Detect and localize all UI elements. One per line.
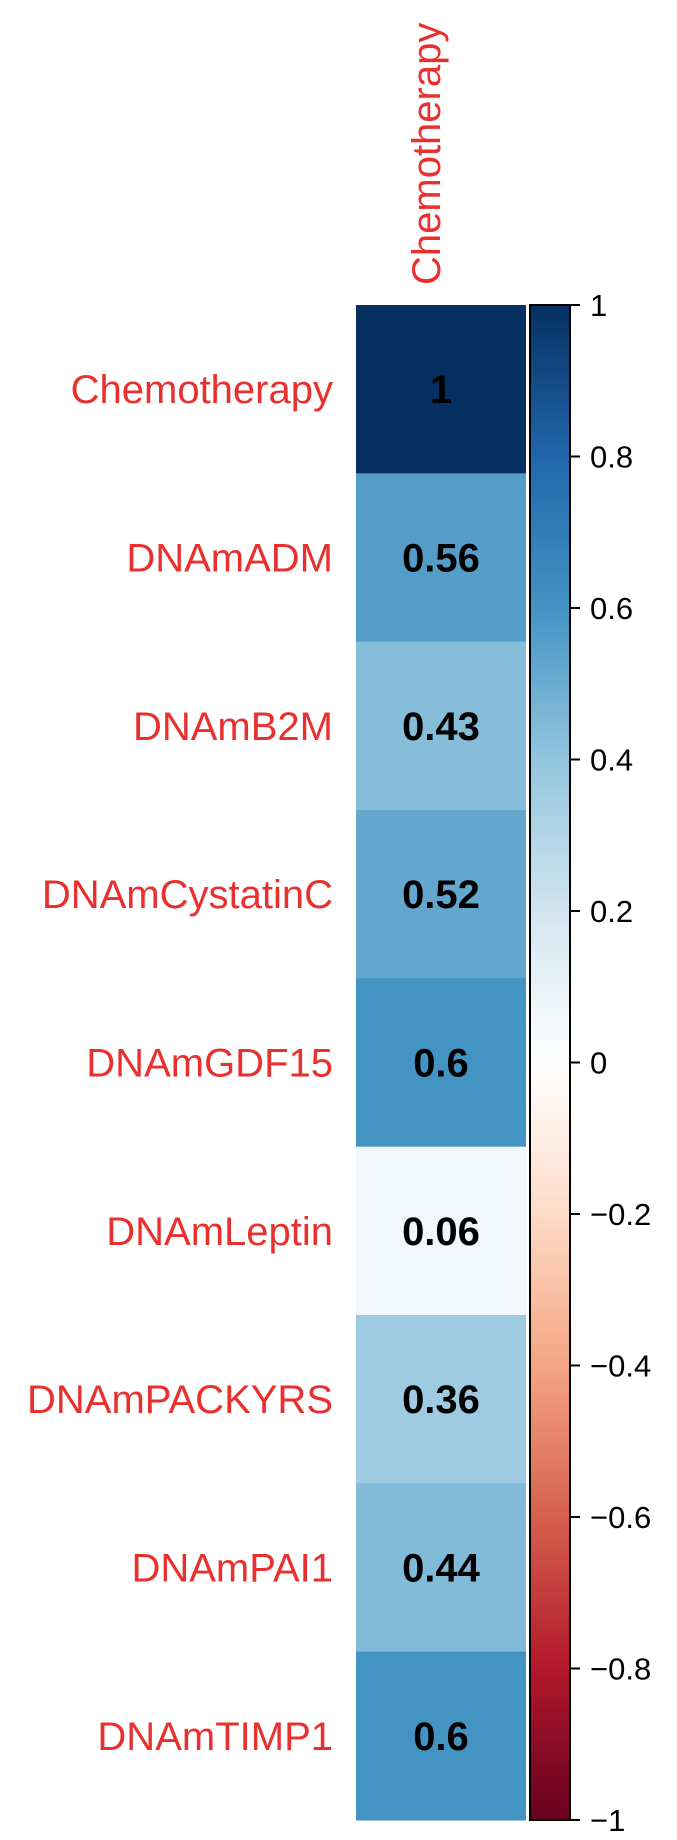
- cell-value-label: 0.36: [402, 1378, 480, 1422]
- colorbar-tick-label: 0.4: [590, 743, 633, 778]
- row-label: DNAmGDF15: [86, 1042, 333, 1086]
- heatmap-cell: [356, 1483, 526, 1653]
- heatmap-cell: [356, 641, 526, 811]
- heatmap-cell: [356, 1315, 526, 1484]
- cell-value-label: 1: [430, 368, 452, 412]
- heatmap-cell: [356, 810, 526, 979]
- row-label: Chemotherapy: [71, 368, 333, 412]
- colorbar-tick-label: 0: [590, 1046, 607, 1081]
- cell-value-label: 0.52: [402, 873, 480, 917]
- cell-value-label: 0.6: [413, 1042, 469, 1086]
- colorbar-tick-label: −0.4: [590, 1349, 651, 1384]
- heatmap-cell: [356, 1651, 526, 1821]
- colorbar-tick-label: 0.2: [590, 894, 633, 929]
- row-label: DNAmLeptin: [106, 1210, 333, 1254]
- colorbar-tick-label: 0.8: [590, 440, 633, 475]
- heatmap-cell: [356, 473, 526, 643]
- colorbar-gradient: [529, 304, 571, 1821]
- heatmap-cell: [356, 305, 526, 474]
- row-label: DNAmPACKYRS: [27, 1378, 333, 1422]
- colorbar-tick-label: −1: [590, 1803, 625, 1838]
- row-label: DNAmB2M: [133, 705, 333, 749]
- cell-value-label: 0.44: [402, 1547, 481, 1591]
- heatmap-cell: [356, 1146, 526, 1316]
- cell-value-label: 0.43: [402, 705, 480, 749]
- cell-value-label: 0.6: [413, 1715, 469, 1759]
- colorbar-tick-label: −0.6: [590, 1500, 651, 1535]
- colorbar: 1 0.8 0.6 0.4 0.2 0 −0.2 −0.4 −0.6 −0.8 −1: [529, 288, 651, 1838]
- colorbar-tick-label: 1: [590, 288, 607, 323]
- colorbar-tick-label: −0.2: [590, 1197, 651, 1232]
- row-label: DNAmPAI1: [131, 1547, 333, 1591]
- column-label: Chemotherapy: [405, 23, 449, 285]
- cell-value-label: 0.06: [402, 1210, 480, 1254]
- colorbar-tick-label: 0.6: [590, 591, 633, 626]
- heatmap-cell: [356, 978, 526, 1148]
- colorbar-tick-label: −0.8: [590, 1652, 651, 1687]
- column-labels: Chemotherapy: [405, 23, 449, 285]
- row-label: DNAmADM: [126, 537, 333, 581]
- cell-value-label: 0.56: [402, 537, 480, 581]
- heatmap-cells: 1 0.56 0.43 0.52 0.6 0.06 0.36 0.44 0.6: [356, 305, 526, 1821]
- row-label: DNAmTIMP1: [97, 1715, 333, 1759]
- row-labels: Chemotherapy DNAmADM DNAmB2M DNAmCystatinC D…: [27, 368, 333, 1759]
- row-label: DNAmCystatinC: [42, 873, 333, 917]
